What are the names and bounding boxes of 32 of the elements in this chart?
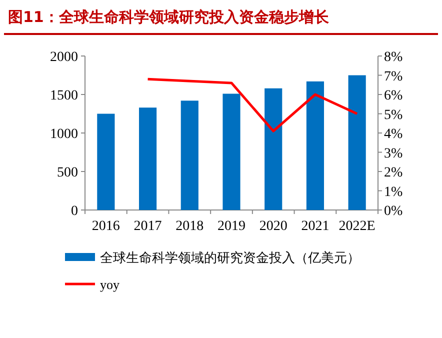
x-tick-label: 2021 — [301, 219, 330, 234]
y2-tick-label: 5% — [384, 108, 403, 123]
y-tick-label: 0 — [71, 204, 78, 219]
chart-title: 图11：全球生命科学领域研究投入资金稳步增长 — [8, 8, 330, 26]
bar — [306, 81, 324, 210]
y2-tick-label: 6% — [384, 88, 403, 104]
bar — [264, 88, 282, 210]
y-tick-label: 2000 — [50, 50, 78, 65]
y-tick-label: 500 — [57, 166, 78, 180]
x-tick-label: 2017 — [134, 219, 162, 234]
bar — [138, 108, 157, 210]
y-tick-label: 1500 — [50, 88, 78, 104]
y-tick-label: 1000 — [50, 127, 78, 142]
y2-tick-label: 4% — [384, 127, 403, 142]
y2-tick-label: 1% — [384, 184, 403, 200]
legend-label: 全球生命科学领域的研究资金投入（亿美元） — [100, 250, 360, 265]
x-tick-label: 2022E — [338, 219, 376, 234]
x-tick-label: 2018 — [176, 219, 204, 234]
legend-label: yoy — [100, 277, 120, 292]
y2-tick-label: 7% — [384, 69, 403, 84]
x-tick-label: 2019 — [218, 219, 246, 234]
line-series — [146, 78, 358, 132]
y2-tick-label: 8% — [384, 50, 403, 65]
bar — [180, 100, 198, 210]
bar — [348, 75, 366, 210]
bar — [222, 94, 240, 210]
y2-tick-label: 0% — [384, 204, 403, 219]
bar — [97, 114, 115, 210]
y2-tick-label: 3% — [384, 146, 403, 162]
x-tick-label: 2020 — [259, 219, 288, 234]
y2-tick-label: 2% — [384, 166, 403, 180]
x-tick-label: 2016 — [92, 219, 120, 234]
